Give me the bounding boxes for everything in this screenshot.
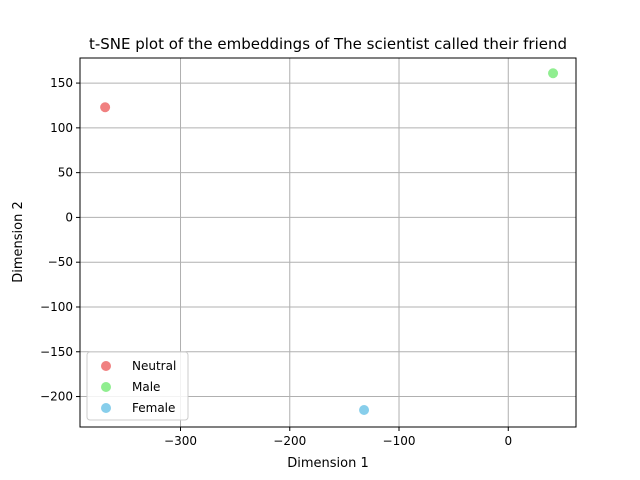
legend-marker-female: [101, 403, 111, 413]
y-axis-label: Dimension 2: [11, 201, 26, 283]
legend-marker-male: [101, 382, 111, 392]
legend-label-female: Female: [132, 401, 175, 415]
y-tick-label: −100: [40, 300, 73, 314]
legend: Neutral Male Female: [86, 351, 189, 421]
y-tick-label: 0: [65, 210, 73, 224]
point-female: [359, 404, 370, 415]
legend-label-neutral: Neutral: [132, 359, 176, 373]
y-axis-ticks: 150 100 50 0 −50 −100 −150 −200: [40, 76, 80, 404]
legend-label-male: Male: [132, 380, 160, 394]
x-tick-label: 0: [504, 434, 512, 448]
plot-frame: [79, 57, 577, 428]
chart-title: t-SNE plot of the embeddings of The scie…: [89, 35, 567, 53]
x-axis-label: Dimension 1: [287, 456, 369, 471]
legend-marker-neutral: [101, 361, 111, 371]
x-axis-ticks: −300 −200 −100 0: [164, 427, 512, 448]
data-points: [100, 68, 559, 415]
x-tick-label: −200: [273, 434, 306, 448]
x-tick-label: −300: [164, 434, 197, 448]
y-tick-label: 50: [58, 166, 73, 180]
point-male: [548, 68, 559, 79]
x-tick-label: −100: [383, 434, 416, 448]
y-tick-label: −200: [40, 390, 73, 404]
y-tick-label: 100: [50, 121, 73, 135]
legend-box: [86, 351, 189, 421]
point-neutral: [100, 102, 111, 113]
y-tick-label: 150: [50, 76, 73, 90]
y-tick-label: −50: [48, 255, 73, 269]
y-tick-label: −150: [40, 345, 73, 359]
